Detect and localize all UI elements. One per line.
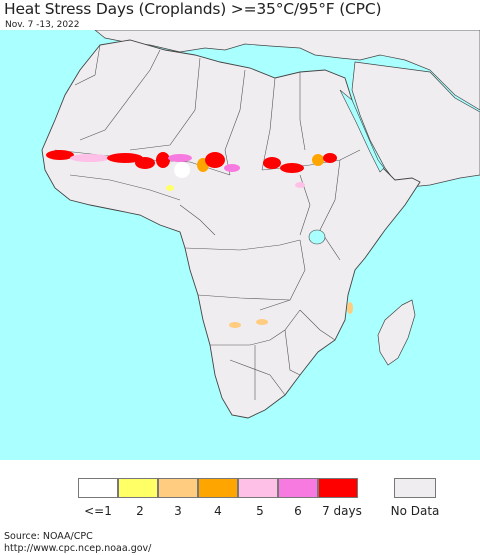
source-credit: Source: NOAA/CPC <box>4 531 93 542</box>
legend-label-7: 7 days <box>322 504 362 518</box>
heat-stress-patches <box>46 150 353 328</box>
legend-swatch-4 <box>198 478 238 498</box>
legend-swatch-7 <box>318 478 358 498</box>
date-range: Nov. 7 -13, 2022 <box>5 20 80 30</box>
source-url[interactable]: http://www.cpc.ncep.noaa.gov/ <box>4 543 152 554</box>
legend-label-3: 3 <box>174 504 182 518</box>
lake-victoria <box>308 229 326 245</box>
no-data-label: No Data <box>390 504 440 518</box>
europe-landmass <box>94 30 480 111</box>
legend-swatch-3 <box>158 478 198 498</box>
legend-swatch-2 <box>118 478 158 498</box>
legend-label-2: 2 <box>136 504 144 518</box>
legend-label-1: <=1 <box>84 504 112 518</box>
legend-label-6: 6 <box>294 504 302 518</box>
africa-map <box>0 30 480 460</box>
arabian-peninsula <box>351 61 480 189</box>
legend-label-5: 5 <box>256 504 264 518</box>
legend-label-4: 4 <box>214 504 222 518</box>
map-title: Heat Stress Days (Croplands) >=35°C/95°F… <box>4 0 382 18</box>
legend-swatch-1 <box>78 478 118 498</box>
africa-landmass <box>41 39 421 419</box>
legend-swatch-6 <box>278 478 318 498</box>
madagascar <box>377 299 416 366</box>
legend-swatch-5 <box>238 478 278 498</box>
no-data-swatch <box>394 478 436 498</box>
red-sea <box>339 89 385 173</box>
